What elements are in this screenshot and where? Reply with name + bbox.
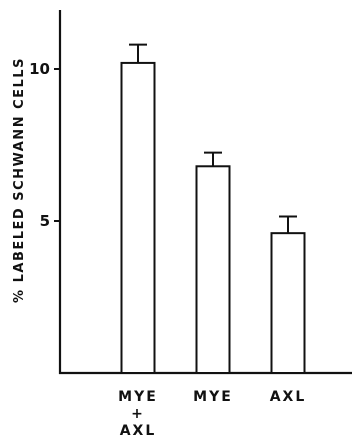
category-label-2-0: AXL <box>270 389 307 405</box>
y-axis-label: % LABELED SCHWANN CELLS <box>12 57 27 303</box>
category-label-0-0: MYE <box>118 389 158 405</box>
bar-0 <box>120 61 156 374</box>
bar-1 <box>195 165 231 374</box>
y-tick-label-5: 5 <box>40 212 50 230</box>
category-label-0-2: AXL <box>120 423 157 439</box>
bar-2 <box>270 232 306 374</box>
y-tick-label-10: 10 <box>29 60 50 78</box>
category-label-0-1: + <box>131 406 145 422</box>
category-label-1-0: MYE <box>193 389 233 405</box>
